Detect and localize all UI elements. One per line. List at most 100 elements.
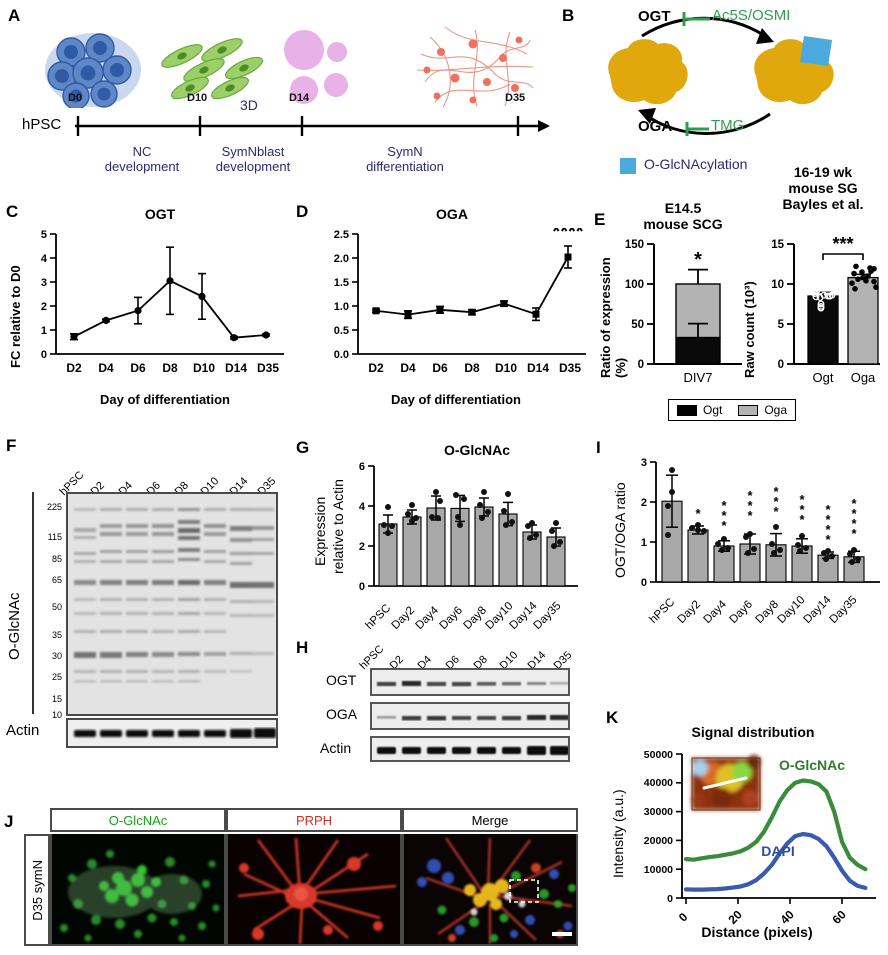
panel-j-header-prph: PRPH [226, 808, 402, 832]
svg-text:*: * [825, 512, 831, 527]
svg-text:*: * [851, 506, 857, 521]
inhibitor-bottom-label: TMG [711, 117, 745, 134]
nc-cells-illustration [161, 38, 263, 100]
panel-i-xtick-day6: Day6 [727, 598, 755, 626]
svg-text:D35: D35 [257, 361, 279, 375]
panel-e-letter: E [594, 210, 606, 229]
panel-g-title: O-GlcNAc [443, 442, 511, 458]
panel-k-letter: K [606, 708, 619, 727]
stage-symn-differentiation: SymN differentiation [340, 144, 470, 175]
ogt-oga-cycle-diagram [608, 16, 834, 135]
panel-d-xlabel: Day of differentiation [390, 392, 521, 407]
svg-text:5: 5 [778, 319, 785, 331]
ogt-label: OGT [638, 8, 671, 25]
svg-text:D4: D4 [400, 361, 416, 375]
svg-text:*: * [721, 498, 727, 513]
panel-j-header-merge: Merge [402, 808, 578, 832]
panel-i-xtick-day10: Day10 [775, 594, 808, 626]
panel-g-xticks: hPSC Day2 Day4 Day6 Day8 Day10 Day14 Day… [350, 590, 582, 632]
glcnac-legend-swatch [620, 158, 636, 174]
panel-f-actin-label: Actin [6, 722, 40, 739]
panel-k-series-dapi [683, 831, 868, 892]
panel-i-plot: 0 1 2 3 [641, 457, 880, 589]
panel-k-label-dapi: DAPI [761, 843, 794, 859]
svg-text:40000: 40000 [644, 777, 673, 789]
panel-e-right-significance: *** [832, 234, 853, 254]
panel-i: I OGT/OGA ratio 0 1 2 3 [592, 432, 888, 632]
svg-text:D14: D14 [225, 361, 247, 375]
svg-text:15: 15 [771, 239, 784, 251]
panel-g: G O-GlcNAc Expression relative to Actin … [292, 432, 592, 632]
svg-text:100: 100 [625, 279, 644, 291]
svg-text:0: 0 [667, 893, 673, 905]
panel-e-right-title-line1: 16-19 wk [793, 164, 853, 180]
panel-d-letter: D [296, 202, 309, 221]
svg-text:D8: D8 [464, 361, 480, 375]
svg-text:1.0: 1.0 [334, 301, 349, 313]
panel-k-xlabel: Distance (pixels) [701, 924, 813, 940]
svg-text:2.5: 2.5 [334, 229, 349, 241]
panel-k-ylabel: Intensity (a.u.) [610, 789, 626, 879]
svg-text:D10: D10 [193, 361, 215, 375]
panel-a-letter: A [8, 6, 21, 25]
panel-e-left-xtick: DIV7 [684, 370, 713, 385]
panel-i-xticks: hPSC Day2 Day4 Day6 Day8 Day10 Day14 Day… [632, 582, 884, 626]
glcnac-legend-label: O-GlcNAcylation [644, 156, 748, 172]
panel-f-actin-blot [66, 718, 278, 748]
mw-85: 85 [51, 554, 62, 564]
svg-text:50: 50 [631, 319, 644, 331]
mw-25: 25 [51, 672, 62, 682]
timeline-day-d14: D14 [289, 92, 310, 104]
panel-g-letter: G [296, 438, 310, 457]
mw-50: 50 [51, 602, 62, 612]
spheroid-illustration [284, 30, 348, 104]
panel-b: B OGT OGA Ac5S/OSMI TMG O-GlcNAcylation [550, 0, 888, 200]
panel-i-letter: I [596, 438, 601, 457]
svg-text:1.5: 1.5 [334, 277, 349, 289]
panel-j-header-oglcnac: O-GlcNAc [50, 808, 226, 832]
panel-i-xtick-day2: Day2 [675, 598, 703, 626]
inhibitor-bar-bottom-icon [685, 122, 709, 136]
mw-15: 15 [51, 694, 62, 704]
panel-j-image-oglcnac [50, 834, 226, 946]
panel-f-mw-markers: 225 115 85 65 50 35 30 25 15 10 [36, 492, 64, 720]
panel-j: J D35 symN O-GlcNAc PRPH Merge [0, 770, 600, 955]
panel-c-title: OGT [144, 206, 176, 222]
svg-text:*: * [851, 516, 857, 531]
panel-h-blot-ogt [370, 668, 570, 696]
svg-text:2: 2 [359, 541, 365, 553]
svg-text:D6: D6 [130, 361, 146, 375]
panel-e-right-title-line3: Bayles et al. [782, 196, 864, 213]
panel-i-xtick-day14: Day14 [801, 594, 834, 626]
svg-text:20000: 20000 [644, 835, 673, 847]
inhibitor-bar-top-icon [682, 12, 710, 26]
svg-text:D6: D6 [432, 361, 448, 375]
mw-65: 65 [51, 575, 62, 585]
panel-e-right-title-line2: mouse SG [788, 180, 858, 197]
svg-text:0.0: 0.0 [334, 349, 349, 361]
stage-symnblast-line1: SymNblast [221, 144, 285, 159]
svg-text:1: 1 [41, 325, 47, 337]
svg-text:0: 0 [359, 581, 365, 593]
panel-d-plot: 0.0 0.5 1.0 1.5 2.0 2.5 **** D2 D4 D6 D8 D10 D14… [334, 228, 586, 375]
panel-c-ylabel: FC relative to D0 [8, 265, 23, 368]
panel-f-bracket [32, 492, 34, 714]
timeline-3d-label: 3D [240, 97, 258, 113]
panel-e-left-significance: * [694, 249, 702, 271]
timeline-axis [75, 116, 550, 136]
inhibitor-top-label: Ac5S/OSMI [712, 7, 791, 24]
panel-d-title: OGA [436, 206, 468, 222]
panel-e-left-plot: 0 50 100 150 * DIV7 [625, 239, 742, 385]
hpsc-colony-illustration [45, 33, 141, 108]
panel-h-row-label-ogt: OGT [326, 672, 357, 688]
panel-i-xtick-day8: Day8 [753, 598, 781, 626]
svg-text:*: * [773, 484, 779, 499]
svg-text:*: * [851, 526, 857, 541]
svg-text:*: * [825, 522, 831, 537]
svg-text:D2: D2 [66, 361, 82, 375]
oga-label: OGA [638, 118, 673, 135]
svg-text:D4: D4 [98, 361, 114, 375]
panel-h-row-label-oga: OGA [326, 706, 358, 722]
panel-j-side-label: D35 symN [29, 859, 45, 921]
